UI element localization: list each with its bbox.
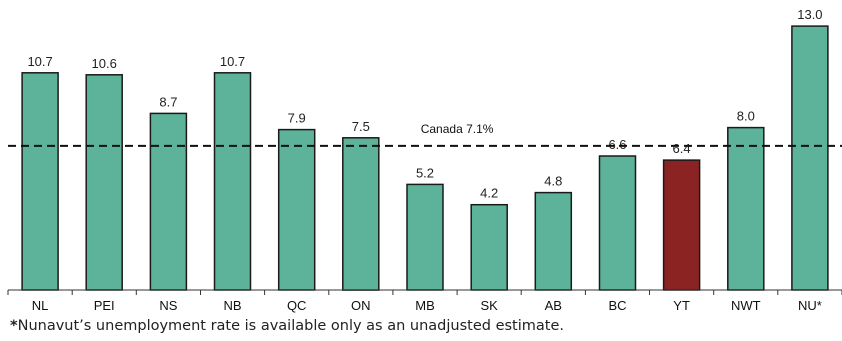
x-tick-label-nl: NL: [32, 298, 49, 313]
x-tick-label-sk: SK: [481, 298, 499, 313]
value-label-nwt: 8.0: [737, 109, 755, 124]
x-tick-label-bc: BC: [608, 298, 626, 313]
footnote-text: Nunavut’s unemployment rate is available…: [17, 318, 564, 334]
bar-nb: [213, 72, 252, 291]
bar-qc: [277, 128, 316, 291]
bar-mb: [406, 183, 444, 291]
x-tick-label-ab: AB: [545, 298, 562, 313]
value-label-nu: 13.0: [797, 7, 822, 22]
value-label-ns: 8.7: [159, 94, 177, 109]
value-label-sk: 4.2: [480, 186, 498, 201]
value-labels-group: 10.7 10.6 8.7 10.7 7.9 7.5 5.2 4.2 4.8 6.6 6.4 8.0 1…: [27, 7, 822, 201]
x-tick-label-mb: MB: [415, 298, 435, 313]
value-label-ab: 4.8: [544, 174, 562, 189]
value-label-on: 7.5: [352, 119, 370, 134]
x-tick-label-yt: YT: [673, 298, 690, 313]
bar-on: [342, 137, 380, 291]
bar-ab: [534, 191, 573, 291]
value-label-nb: 10.7: [220, 54, 245, 69]
bar-nwt: [727, 126, 765, 291]
value-label-nl: 10.7: [27, 54, 52, 69]
bars-group: [21, 25, 829, 291]
bar-ns: [149, 112, 188, 291]
x-tick-label-nwt: NWT: [731, 298, 761, 313]
value-label-mb: 5.2: [416, 165, 434, 180]
value-label-qc: 7.9: [288, 111, 306, 126]
x-tick-labels-group: NL PEI NS NB QC ON MB SK AB BC YT NWT NU*: [32, 298, 822, 313]
bar-bc: [598, 155, 637, 291]
bar-nl: [21, 72, 59, 291]
footnote-star: *: [10, 318, 18, 334]
x-tick-label-nu: NU*: [798, 298, 822, 313]
bar-nu: [791, 25, 829, 291]
x-axis-ticks-group: [7, 290, 842, 295]
bar-pei: [85, 74, 123, 291]
footnote: *Nunavut’s unemployment rate is availabl…: [10, 318, 564, 334]
x-tick-label-qc: QC: [287, 298, 307, 313]
value-label-bc: 6.6: [608, 137, 626, 152]
canada-average-label: Canada 7.1%: [421, 122, 494, 136]
bar-yt: [662, 159, 701, 291]
x-tick-label-ns: NS: [159, 298, 177, 313]
value-label-yt: 6.4: [673, 141, 691, 156]
value-label-pei: 10.6: [92, 56, 117, 71]
x-tick-label-pei: PEI: [94, 298, 115, 313]
bar-chart: 10.7 10.6 8.7 10.7 7.9 7.5 5.2 4.2 4.8 6.6 6.4 8.0 1…: [7, 7, 842, 313]
x-tick-label-nb: NB: [223, 298, 241, 313]
x-tick-label-on: ON: [351, 298, 371, 313]
bar-sk: [470, 203, 508, 291]
